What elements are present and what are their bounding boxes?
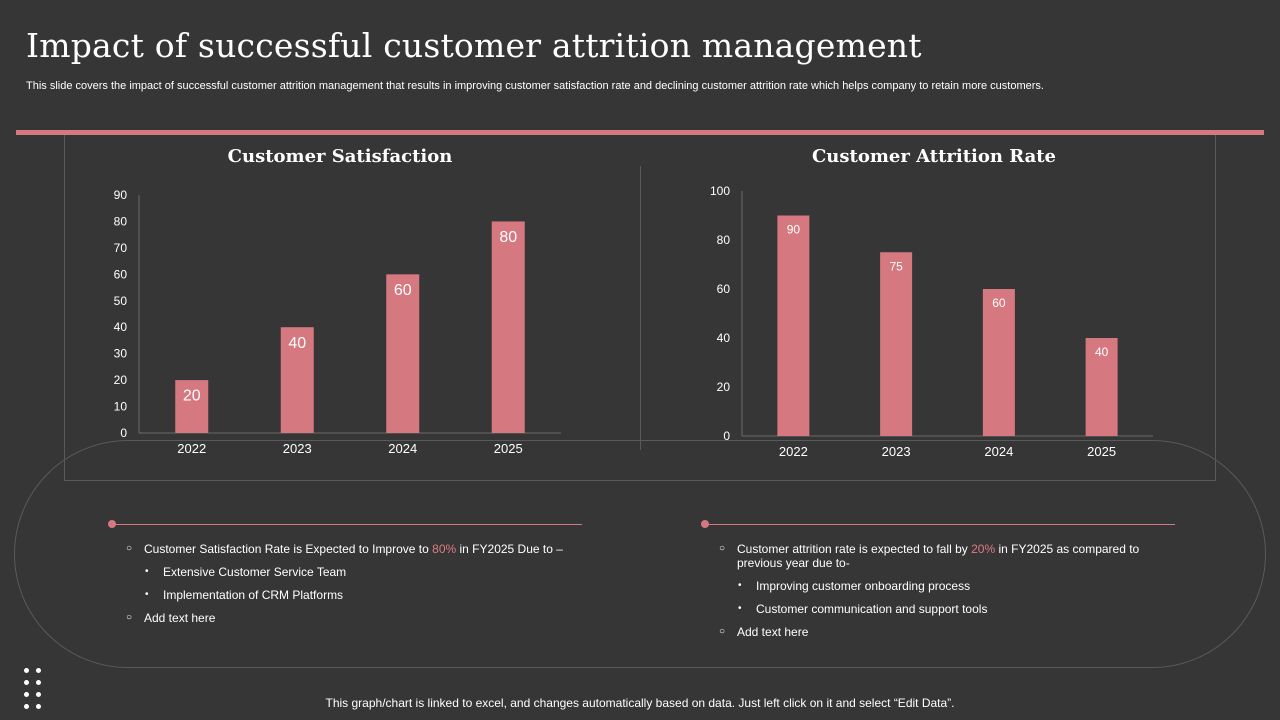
circle-bullet-icon: ○ (126, 612, 133, 623)
x-tick-label: 2024 (388, 441, 417, 456)
y-tick-label: 80 (717, 233, 731, 247)
y-tick-label: 100 (710, 184, 730, 198)
customer-satisfaction-chart: 0 10 20 30 40 50 60 70 80 90 20 2022 40 2023 60 2024 80 2… (114, 188, 561, 456)
note-sub-item: • Improving customer onboarding process (738, 579, 971, 593)
x-tick-label: 2023 (882, 444, 911, 459)
bar (175, 380, 209, 433)
note-add-text: ○ Add text here (126, 611, 216, 625)
bar (1085, 338, 1118, 436)
accent-bar (16, 130, 1264, 135)
note-main-item: ○ Customer Satisfaction Rate is Expected… (126, 542, 563, 556)
x-tick-label: 2024 (984, 444, 1013, 459)
dot-bullet-icon: • (738, 580, 742, 591)
bar (982, 289, 1015, 436)
y-tick-label: 20 (114, 373, 128, 387)
dot-bullet-icon: • (738, 603, 742, 614)
note-add-text: ○ Add text here (719, 625, 809, 639)
x-tick-label: 2023 (283, 441, 312, 456)
note-list: ○ Customer Satisfaction Rate is Expected… (126, 542, 566, 634)
note-bullet-dot (108, 520, 116, 528)
bar (280, 327, 314, 433)
y-tick-label: 0 (120, 426, 127, 440)
x-tick-label: 2025 (494, 441, 523, 456)
y-tick-label: 20 (717, 380, 731, 394)
bar-value-label: 80 (499, 229, 517, 246)
note-divider-line (705, 524, 1175, 525)
y-tick-label: 10 (114, 400, 128, 414)
chart-title-attrition: Customer Attrition Rate (811, 146, 1057, 167)
dot-bullet-icon: • (145, 566, 149, 577)
note-sub-item: • Implementation of CRM Platforms (145, 588, 344, 602)
circle-bullet-icon: ○ (719, 626, 726, 637)
bar-value-label: 60 (992, 296, 1006, 310)
note-list: ○ Customer attrition rate is expected to… (719, 542, 1159, 648)
chart-title-satisfaction: Customer Satisfaction (227, 146, 453, 167)
bar-value-label: 20 (183, 388, 201, 405)
bar-value-label: 90 (787, 223, 801, 237)
y-tick-label: 30 (114, 347, 128, 361)
y-tick-label: 40 (114, 320, 128, 334)
y-tick-label: 80 (114, 214, 128, 228)
bar (491, 221, 525, 433)
y-tick-label: 70 (114, 241, 128, 255)
footer-note: This graph/chart is linked to excel, and… (325, 696, 955, 710)
y-tick-label: 0 (723, 429, 730, 443)
page-title: Impact of successful customer attrition … (26, 26, 922, 65)
note-main-item: ○ Customer attrition rate is expected to… (719, 542, 1140, 570)
y-tick-label: 90 (114, 188, 128, 202)
bar-value-label: 60 (394, 282, 412, 299)
y-tick-label: 50 (114, 294, 128, 308)
highlight-value: 20% (971, 542, 996, 556)
page-subtitle: This slide covers the impact of successf… (26, 80, 1044, 92)
note-divider-line (112, 524, 582, 525)
highlight-value: 80% (432, 542, 457, 556)
note-bullet-dot (701, 520, 709, 528)
bar-value-label: 40 (1095, 345, 1109, 359)
circle-bullet-icon: ○ (126, 543, 133, 554)
chart-panel (64, 135, 1216, 481)
x-tick-label: 2022 (779, 444, 808, 459)
note-sub-item: • Extensive Customer Service Team (145, 565, 347, 579)
y-tick-label: 60 (114, 267, 128, 281)
note-sub-item: • Customer communication and support too… (738, 602, 988, 616)
bar (880, 252, 913, 436)
customer-attrition-chart: 0 20 40 60 80 100 90 2022 75 2023 60 2024 40 2025 (710, 184, 1153, 459)
bar (777, 215, 810, 436)
bar-value-label: 40 (288, 335, 306, 352)
circle-bullet-icon: ○ (719, 543, 726, 554)
bar-value-label: 75 (889, 259, 903, 273)
x-tick-label: 2025 (1087, 444, 1116, 459)
bar (386, 274, 420, 433)
dot-bullet-icon: • (145, 589, 149, 600)
x-tick-label: 2022 (177, 441, 206, 456)
chart-divider (640, 166, 641, 450)
y-tick-label: 40 (717, 331, 731, 345)
y-tick-label: 60 (717, 282, 731, 296)
